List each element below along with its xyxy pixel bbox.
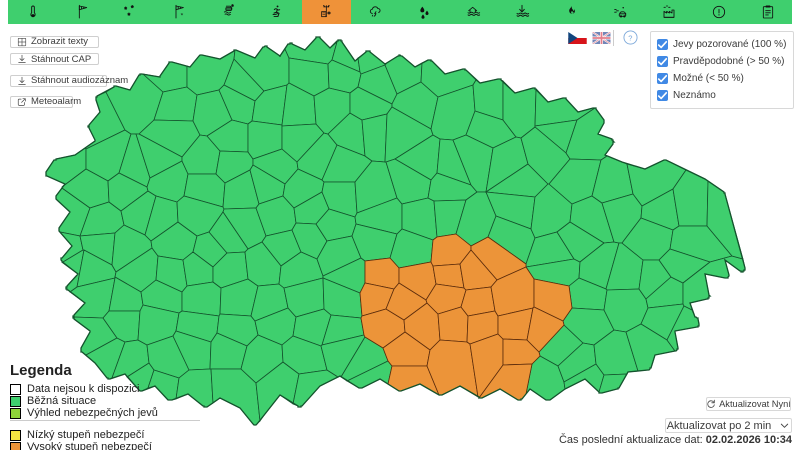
svg-text:?: ? — [628, 33, 632, 42]
svg-text:*: * — [131, 5, 134, 12]
svg-text:*: * — [124, 6, 127, 13]
svg-text:*: * — [180, 12, 183, 19]
svg-text:*: * — [127, 12, 130, 19]
